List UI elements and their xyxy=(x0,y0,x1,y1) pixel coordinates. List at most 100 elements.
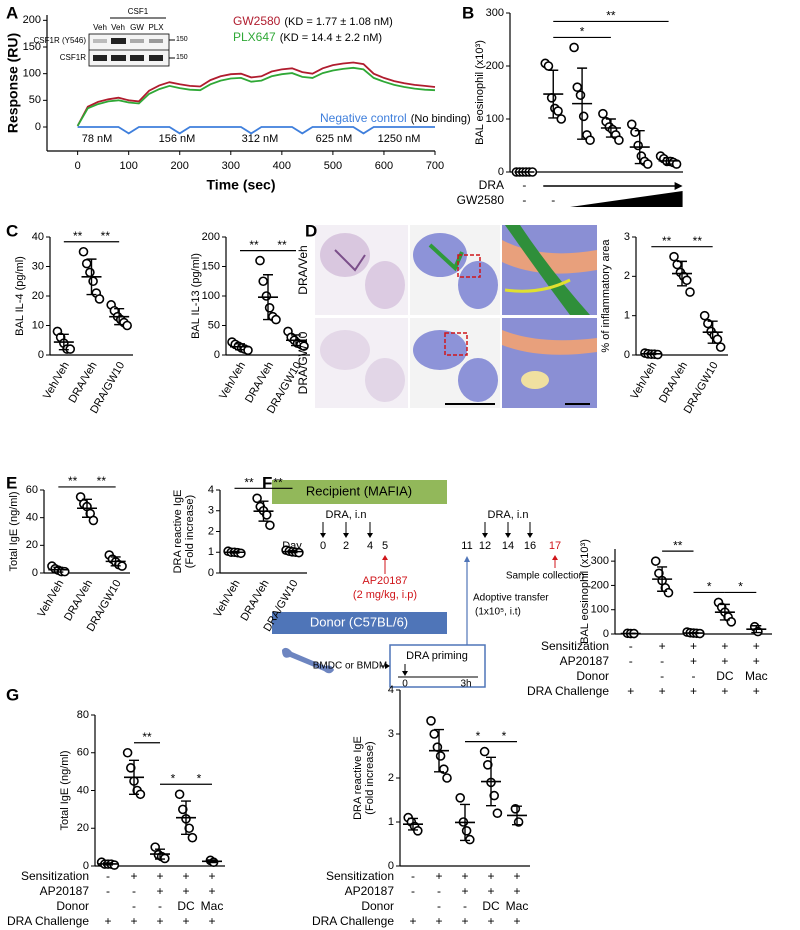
condition-value: - xyxy=(463,899,467,913)
y-axis-label: Total IgE (ng/ml) xyxy=(8,491,20,571)
data-point xyxy=(663,587,674,598)
condition-value: - xyxy=(660,654,664,668)
ap-label: AP20187 xyxy=(362,575,407,587)
y-tick-label: 20 xyxy=(32,290,44,302)
y-tick-label: 50 xyxy=(29,94,41,106)
y-axis-label: BAL eosinophil (x10³) xyxy=(579,539,591,644)
donor-box: Donor (C57BL/6) xyxy=(310,614,408,629)
data-point xyxy=(726,617,737,627)
data-point xyxy=(88,276,98,287)
day-number: 12 xyxy=(479,540,491,552)
condition-value: - xyxy=(132,884,136,898)
condition-value: - xyxy=(437,884,441,898)
data-point xyxy=(122,320,132,331)
data-point xyxy=(122,747,133,758)
y-tick-label: 40 xyxy=(26,512,38,524)
day-number: 4 xyxy=(367,540,373,552)
data-point xyxy=(633,140,643,151)
y-tick-label: 100 xyxy=(23,68,41,80)
legend-label: Negative control xyxy=(320,111,407,125)
y-axis-label: BAL eosinophil (x10³) xyxy=(474,40,486,145)
data-point xyxy=(699,310,710,321)
condition-value: + xyxy=(182,914,189,928)
blot-label: CSF1 xyxy=(128,7,149,16)
data-point xyxy=(461,825,472,836)
y-axis-label: Total IgE (ng/ml) xyxy=(59,750,71,830)
condition-value: + xyxy=(130,914,137,928)
condition-label: GW2580 xyxy=(457,193,505,207)
significance-label: ** xyxy=(606,9,616,23)
condition-label: AP20187 xyxy=(560,654,610,668)
y-tick-label: 20 xyxy=(77,822,89,834)
x-tick-label: 700 xyxy=(426,160,444,172)
y-tick-label: 3 xyxy=(388,728,394,740)
condition-value: + xyxy=(513,884,520,898)
condition-value: DC xyxy=(482,899,500,913)
data-point xyxy=(455,792,466,803)
condition-value: + xyxy=(659,639,666,653)
significance-label: * xyxy=(476,729,481,743)
panel-label: E xyxy=(6,473,17,492)
y-tick-label: 0 xyxy=(208,567,214,579)
y-tick-label: 150 xyxy=(202,260,220,272)
condition-value: - xyxy=(106,884,110,898)
condition-value: + xyxy=(104,914,111,928)
series-line xyxy=(76,66,436,127)
condition-label: Sensitization xyxy=(326,869,394,883)
y-axis-label: DRA reactive IgE xyxy=(172,490,184,574)
data-point xyxy=(85,267,95,278)
condition-value: + xyxy=(627,684,634,698)
y-tick-label: 3 xyxy=(624,231,630,243)
condition-value: + xyxy=(659,684,666,698)
transfer-dose: (1x10⁵, i.t) xyxy=(475,607,521,618)
condition-value: - xyxy=(437,899,441,913)
cells-label: BMDC or BMDM xyxy=(313,661,387,672)
data-point xyxy=(252,493,262,504)
y-tick-label: 60 xyxy=(77,747,89,759)
condition-label: Sensitization xyxy=(21,869,89,883)
y-tick-label: 4 xyxy=(388,684,394,696)
panel-label: D xyxy=(305,221,317,240)
y-tick-label: 2 xyxy=(388,772,394,784)
day-number: 14 xyxy=(502,540,514,552)
data-point xyxy=(553,106,563,116)
condition-value: + xyxy=(753,639,760,653)
condition-value: - xyxy=(629,639,633,653)
y-tick-label: 40 xyxy=(32,231,44,243)
y-tick-label: 40 xyxy=(77,784,89,796)
significance-label: ** xyxy=(673,538,683,552)
condition-value: + xyxy=(513,914,520,928)
significance-label: ** xyxy=(101,229,111,243)
data-point xyxy=(271,314,281,325)
data-point xyxy=(482,759,493,770)
significance-label: ** xyxy=(273,475,283,489)
significance-label: * xyxy=(502,729,507,743)
y-tick-label: 1 xyxy=(388,816,394,828)
y-tick-label: 300 xyxy=(486,7,504,19)
data-point xyxy=(614,135,624,145)
condition-value: + xyxy=(156,869,163,883)
day-number: 5 xyxy=(382,540,388,552)
data-point xyxy=(479,746,490,757)
condition-value: - xyxy=(660,669,664,683)
panel-label: B xyxy=(462,3,474,22)
y-tick-label: 10 xyxy=(32,319,44,331)
concentration-label: 156 nM xyxy=(159,133,196,145)
condition-label: DRA xyxy=(479,178,504,192)
data-point xyxy=(435,751,446,761)
x-tick-label: 0 xyxy=(75,160,81,172)
data-point xyxy=(412,825,423,836)
significance-label: ** xyxy=(68,474,78,488)
condition-value: + xyxy=(409,914,416,928)
data-point xyxy=(184,823,194,834)
y-axis-label: (Fold increase) xyxy=(364,741,376,814)
condition-value: + xyxy=(721,684,728,698)
y-axis-label: BAL IL-4 (pg/ml) xyxy=(14,256,26,336)
blot-lane: Veh xyxy=(111,23,125,32)
sample-label: Sample collection xyxy=(506,571,584,582)
condition-value: + xyxy=(487,884,494,898)
arrow-head xyxy=(674,182,683,190)
concentration-label: 312 nM xyxy=(242,133,279,145)
y-tick-label: 0 xyxy=(498,166,504,178)
